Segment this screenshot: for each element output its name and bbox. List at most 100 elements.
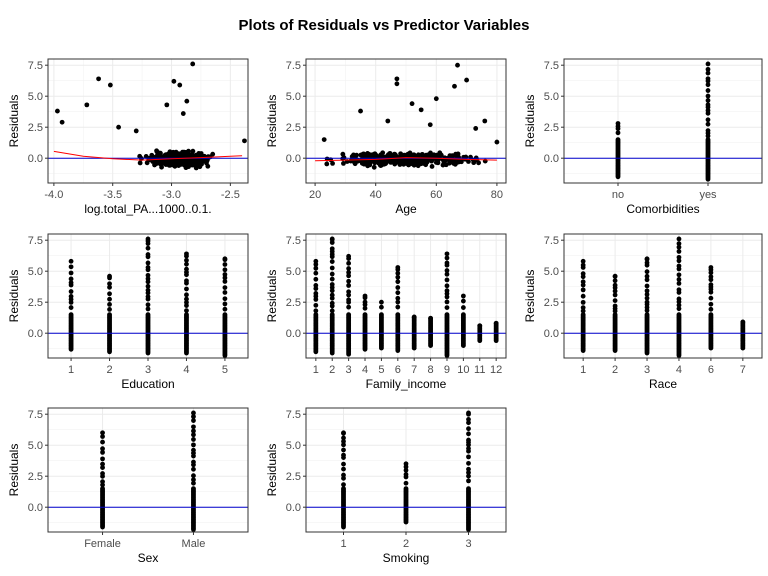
data-point [466,486,471,491]
data-point [708,301,714,307]
data-point [466,426,471,432]
smooth-trend-line [53,150,243,161]
data-point [191,432,196,438]
data-point [676,312,682,317]
data-point [644,299,650,305]
data-point [100,430,105,436]
data-point [676,302,682,308]
y-tick-label: 5.0 [544,91,559,103]
data-point [494,139,500,145]
data-point [482,118,488,124]
data-point [346,283,352,288]
x-axis-label: Family_income [366,377,447,391]
data-point [145,272,151,278]
data-point [676,287,682,293]
data-point [466,473,471,479]
data-point [395,270,401,276]
x-tick-label: 4 [362,364,368,376]
data-point [612,303,618,309]
data-point [341,466,346,472]
data-point [329,282,335,287]
data-point [401,161,407,167]
y-tick-label: 7.5 [28,409,43,421]
y-axis-label: Residuals [7,444,21,497]
data-point [184,278,189,284]
data-point [407,150,413,156]
data-point [455,62,460,68]
x-tick-label: 3 [465,538,471,550]
data-point [346,273,352,279]
data-point [676,272,682,278]
data-point [403,480,409,486]
panel-1: 0.0 2.5 5.0 7.5 -4.0 -3.5 -3.0 -2.5 log.total_PA… [7,58,249,216]
x-tick-label: 1 [340,538,346,550]
data-point [615,137,621,143]
data-point [362,299,368,305]
data-point [346,260,352,266]
data-point [580,312,586,317]
data-point [222,279,228,284]
data-point [171,78,177,84]
data-point [191,428,196,434]
data-point [346,270,352,275]
x-tick-label: 3 [644,364,650,376]
data-point [222,262,228,267]
y-tick-label: 0.0 [286,153,301,165]
data-point [145,265,151,270]
panel-4: 0.0 2.5 5.0 7.5 1 2 3 4 5 Education Residuals [7,233,249,391]
data-point [444,305,450,311]
x-tick-label: 12 [490,364,502,376]
y-axis-label: Residuals [523,95,537,148]
data-point [395,304,401,310]
data-point [395,290,401,296]
data-point [329,259,335,264]
data-point [397,158,403,164]
data-point [222,301,228,307]
y-tick-label: 0.0 [28,153,43,165]
data-point [354,152,359,158]
data-point [341,430,346,436]
data-point [107,284,112,290]
x-tick-label: 1 [68,364,74,376]
data-point [68,305,74,310]
data-point [188,162,194,167]
data-point [107,307,112,312]
data-point [708,312,714,317]
data-point [242,138,247,144]
data-point [385,118,391,124]
data-point [184,300,189,305]
data-point [411,152,417,158]
data-point [466,454,471,460]
data-point [321,137,327,143]
data-point [96,76,101,82]
data-point [644,295,650,301]
data-point [708,282,714,288]
data-point [705,137,711,143]
data-point [68,264,74,270]
panel-border [47,407,249,533]
data-point [313,276,319,282]
data-point [222,267,228,273]
x-tick-label: -4.0 [44,189,63,201]
data-point [145,294,151,300]
data-point [341,472,346,478]
data-point [159,164,164,170]
data-point [705,82,711,88]
data-point [346,266,352,271]
data-point [84,102,90,108]
data-point [612,288,618,294]
data-point [676,258,682,264]
y-tick-label: 5.0 [28,266,43,278]
data-point [676,241,682,247]
data-point [341,461,346,467]
data-point [155,151,161,157]
data-point [191,447,196,453]
data-point [100,434,105,439]
data-point [59,119,65,125]
data-point [191,477,196,483]
data-point [351,159,357,165]
data-point [346,304,352,310]
data-point [395,285,401,290]
data-point [409,160,415,166]
data-point [395,312,401,317]
